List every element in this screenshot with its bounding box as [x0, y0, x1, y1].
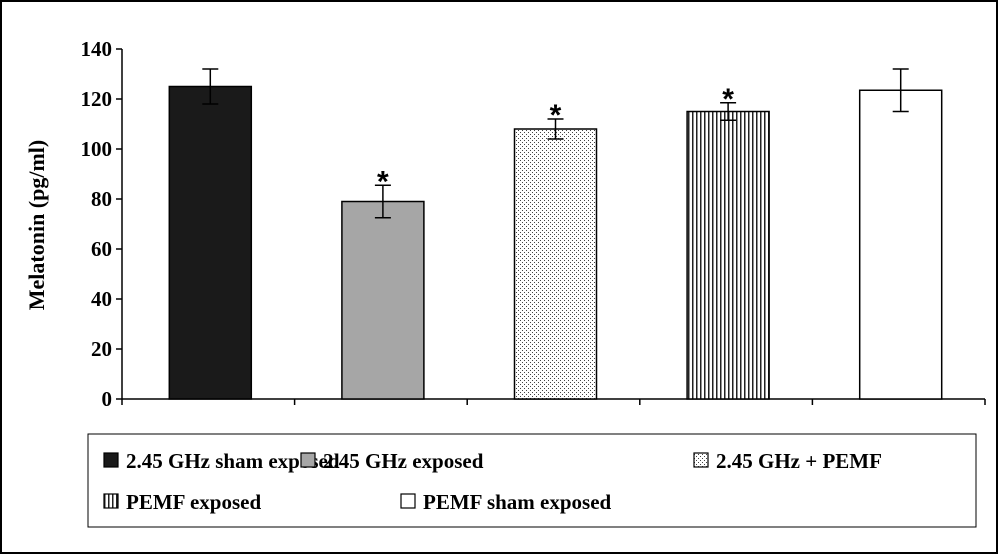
y-tick-label: 100 [81, 137, 113, 161]
y-tick-label: 140 [81, 37, 113, 61]
y-tick-label: 60 [91, 237, 112, 261]
legend-label: 2.45 GHz + PEMF [716, 449, 882, 473]
bar-series [168, 85, 943, 400]
significance-star: * [550, 99, 562, 132]
legend-label: PEMF exposed [126, 490, 261, 514]
bar [513, 128, 598, 400]
bar [168, 85, 253, 400]
legend-swatch [400, 493, 416, 509]
bar [686, 110, 770, 400]
y-tick-label: 80 [91, 187, 112, 211]
bar [341, 200, 425, 400]
y-tick-label: 40 [91, 287, 112, 311]
y-axis-title: Melatonin (pg/ml) [24, 140, 49, 311]
y-axis-ticks: 0 20 40 60 80 100 120 140 [81, 37, 122, 411]
significance-star: * [377, 165, 389, 198]
y-tick-label: 120 [81, 87, 113, 111]
legend-swatch [693, 452, 709, 468]
bar [858, 89, 943, 400]
legend-swatch [103, 452, 119, 468]
significance-markers: * * * [377, 83, 734, 199]
legend-swatch [103, 493, 119, 509]
y-tick-label: 0 [102, 387, 113, 411]
legend-swatch [300, 452, 316, 468]
error-bars [202, 68, 909, 219]
significance-star: * [722, 83, 734, 116]
y-tick-label: 20 [91, 337, 112, 361]
legend-box [87, 433, 977, 528]
legend-label: 2.45 GHz exposed [323, 449, 484, 473]
legend-label: PEMF sham exposed [423, 490, 612, 514]
